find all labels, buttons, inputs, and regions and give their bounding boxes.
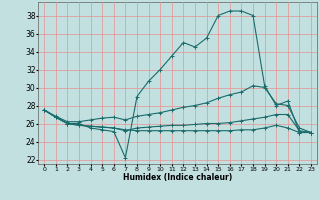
X-axis label: Humidex (Indice chaleur): Humidex (Indice chaleur) [123,173,232,182]
